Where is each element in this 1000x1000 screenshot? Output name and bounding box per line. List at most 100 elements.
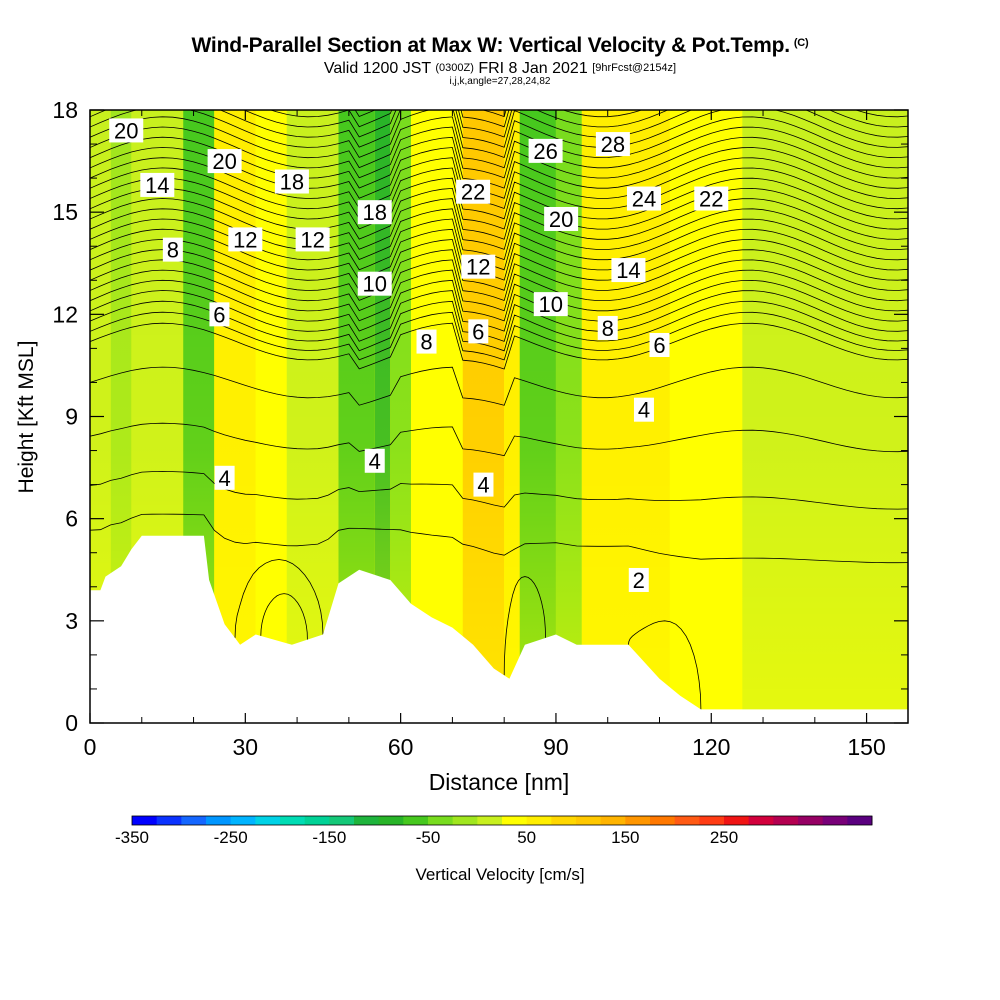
theta-contour — [90, 167, 908, 220]
axes: 0 30 60 90 120 150 0 3 6 9 12 15 18 — [52, 97, 908, 760]
contour-label: 10 — [533, 292, 568, 317]
colorbar-swatch — [132, 816, 158, 825]
theta-contour — [90, 198, 908, 250]
contour-label-box — [214, 465, 235, 490]
contour-label-box — [473, 472, 494, 497]
contour-label: 20 — [207, 149, 242, 174]
theta-contour — [90, 311, 908, 361]
contour-label: 14 — [611, 258, 646, 283]
contour-label-text: 6 — [213, 302, 225, 327]
contour-label-text: 8 — [420, 330, 432, 355]
colorbar-swatch — [477, 816, 503, 825]
colorbar-swatch — [650, 816, 676, 825]
contour-label-text: 18 — [363, 200, 387, 225]
colorbar-swatch — [674, 816, 700, 825]
colorbar-tick-label: 50 — [517, 828, 536, 847]
colorbar-swatch — [748, 816, 774, 825]
contour-label-box — [357, 271, 392, 296]
theta-contour — [90, 116, 908, 169]
colorbar-swatch — [156, 816, 182, 825]
contour-label-box — [626, 186, 661, 211]
colorbar-swatch — [600, 816, 626, 825]
y-tick-label: 15 — [52, 199, 78, 225]
theta-contour — [90, 208, 908, 261]
x-tick-label: 90 — [543, 734, 569, 760]
contour-label: 14 — [140, 172, 175, 198]
contour-label: 22 — [456, 179, 491, 205]
colorbar-swatch — [798, 816, 824, 825]
colorbar-tick-label: -50 — [416, 828, 441, 847]
colorbar-tick-label: 250 — [710, 828, 738, 847]
x-tick-label: 150 — [847, 734, 885, 760]
contour-label: 20 — [544, 206, 579, 232]
contour-label: 6 — [468, 319, 489, 344]
colorbar-swatch — [452, 816, 478, 825]
contour-label-text: 24 — [632, 187, 656, 212]
contour-label-box — [528, 138, 563, 163]
colorbar-swatch — [526, 816, 552, 825]
contour-label: 24 — [626, 186, 661, 212]
contour-label: 10 — [357, 271, 392, 297]
x-tick-label: 60 — [388, 734, 414, 760]
contour-label: 12 — [295, 227, 330, 252]
theta-contour — [90, 126, 908, 179]
colorbar-swatch — [354, 816, 380, 825]
contour-label-box — [533, 292, 568, 317]
colorbar-swatch — [625, 816, 651, 825]
colorbar-swatch — [428, 816, 454, 825]
contour-label-text: 12 — [466, 255, 490, 280]
contour-label-box — [207, 149, 242, 174]
contour-label-text: 6 — [653, 333, 665, 358]
contour-label-text: 2 — [633, 568, 645, 593]
theta-contour — [243, 110, 908, 138]
contour-label-text: 22 — [699, 187, 723, 212]
colorbar-swatch — [699, 816, 725, 825]
contour-label-text: 20 — [549, 207, 573, 232]
contour-label: 28 — [595, 132, 630, 157]
contour-label-text: 4 — [218, 466, 230, 491]
contour-label-box — [544, 206, 579, 231]
title-tag: (C) — [793, 37, 809, 49]
chart-subtitle: Valid 1200 JST (0300Z) FRI 8 Jan 2021 [9… — [0, 60, 1000, 78]
theta-contour — [628, 620, 702, 710]
contour-label: 8 — [162, 237, 183, 263]
contour-label-text: 12 — [233, 227, 257, 252]
contour-label-text: 22 — [461, 180, 485, 205]
theta-contour — [90, 157, 908, 210]
colorbar-tick-label: -350 — [115, 828, 149, 847]
contour-label-box — [357, 200, 392, 225]
colorbar-swatch — [255, 816, 281, 825]
terrain — [90, 535, 908, 723]
x-tick-label: 30 — [233, 734, 259, 760]
contour-label-box — [468, 319, 489, 344]
theta-contour — [90, 259, 908, 312]
colorbar-swatch — [847, 816, 873, 825]
contour-label-text: 10 — [363, 272, 387, 297]
contour-label: 12 — [228, 227, 263, 252]
contour-label-box — [597, 315, 618, 340]
forecast-info: [9hrFcst@2154z] — [592, 62, 677, 74]
contour-label: 4 — [473, 472, 494, 498]
colorbar-swatch — [822, 816, 848, 825]
colorbar-frame — [131, 815, 873, 826]
theta-contour — [90, 322, 908, 370]
colorbar-swatch — [773, 816, 799, 825]
contour-label-text: 28 — [601, 132, 625, 157]
contour-label: 22 — [694, 186, 729, 212]
theta-contour — [90, 187, 908, 240]
field-lower-fade — [90, 110, 908, 723]
colorbar-swatch — [576, 816, 602, 825]
theta-contour — [90, 269, 908, 322]
contour-label-box — [694, 186, 729, 211]
title-text: Wind-Parallel Section at Max W: Vertical… — [191, 34, 791, 57]
contour-label-text: 20 — [114, 118, 138, 143]
theta-contour — [90, 228, 908, 281]
contour-label: 8 — [416, 329, 437, 355]
y-tick-label: 3 — [65, 608, 78, 634]
colorbar-swatch — [724, 816, 750, 825]
theta-contour — [234, 559, 324, 638]
theta-contour — [269, 110, 908, 128]
theta-contour — [90, 177, 908, 230]
